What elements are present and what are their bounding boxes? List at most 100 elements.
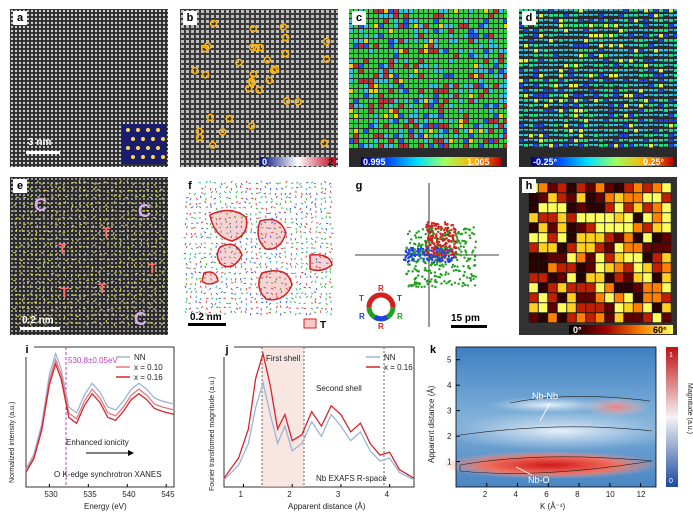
rotation-cell (584, 74, 588, 77)
rotation-cell (549, 29, 553, 32)
panel-h-map: 0° 60° (519, 177, 677, 335)
displacement-point (411, 270, 414, 273)
strain-cell (429, 34, 433, 38)
displacement-vector (299, 275, 302, 279)
rotation-cell (599, 64, 603, 67)
fft-spot (141, 137, 145, 141)
rotation-cell (634, 124, 638, 127)
displacement-vector (323, 256, 327, 259)
rotation-cell (584, 14, 588, 16)
displacement-vector (280, 197, 283, 201)
displacement-point (407, 248, 410, 251)
rotation-cell (599, 129, 603, 131)
strain-cell (434, 79, 438, 83)
rotation-cell (569, 74, 573, 78)
strain-cell (444, 54, 448, 58)
displacement-vector (230, 187, 233, 191)
strain-cell (499, 139, 503, 143)
strain-cell (359, 69, 363, 73)
strain-cell (449, 89, 453, 93)
displacement-point (420, 247, 423, 250)
strain-cell (454, 9, 458, 13)
rotation-cell (669, 144, 673, 148)
rotation-cell (659, 94, 663, 96)
displacement-point (441, 244, 444, 248)
angle-cell (604, 222, 615, 233)
strain-cell (499, 34, 503, 38)
strain-cell (479, 84, 483, 88)
rotation-cell (599, 134, 603, 137)
angle-cell (623, 292, 634, 303)
scale-bar (26, 151, 60, 154)
strain-cell (359, 89, 363, 93)
rotation-cell (624, 64, 628, 67)
strain-cell (414, 29, 418, 33)
angle-cell (633, 282, 643, 293)
displacement-point (407, 253, 410, 256)
displacement-point (417, 242, 421, 245)
strain-cell (404, 24, 408, 28)
rotation-cell (554, 114, 558, 117)
polarization-arrow (83, 209, 87, 212)
displacement-vector (304, 292, 307, 296)
displacement-point (426, 282, 429, 286)
displacement-vector (185, 297, 189, 300)
strain-cell (349, 119, 353, 123)
strain-cell (424, 129, 428, 133)
displacement-vector (219, 195, 222, 199)
rotation-cell (624, 139, 628, 141)
strain-cell (379, 119, 383, 123)
polarization-arrow (22, 294, 25, 298)
displacement-point (473, 258, 476, 262)
displacement-vector (263, 192, 267, 195)
displacement-vector (273, 227, 277, 230)
displacement-point (445, 251, 449, 254)
displacement-vector (318, 231, 322, 234)
rotation-cell (569, 14, 573, 17)
polarization-arrow (92, 286, 97, 289)
rotation-cell (574, 94, 578, 98)
angle-cell (623, 272, 634, 283)
displacement-point (411, 250, 415, 253)
strain-cell (484, 104, 488, 108)
polarization-arrow (78, 280, 82, 284)
polarization-arrow (71, 203, 74, 207)
rotation-cell (584, 29, 588, 33)
displacement-vector (228, 272, 232, 274)
rotation-cell (524, 134, 528, 137)
displacement-point (421, 251, 425, 254)
strain-cell (374, 129, 378, 133)
strain-cell (504, 64, 507, 68)
displacement-point (435, 250, 439, 253)
polarization-arrow (92, 196, 96, 199)
displacement-vector (285, 207, 288, 211)
rotation-cell (659, 79, 663, 83)
strain-cell (444, 19, 448, 23)
strain-cell (484, 109, 488, 113)
displacement-vector (195, 235, 198, 239)
strain-cell (449, 124, 453, 128)
x-axis-label: Energy (eV) (84, 502, 127, 511)
strain-cell (504, 14, 507, 18)
displacement-vector (215, 222, 218, 226)
strain-cell (354, 24, 358, 28)
rotation-cell (534, 89, 538, 92)
angle-cell (633, 222, 643, 233)
displacement-vector (300, 211, 304, 214)
polarization-arrow (126, 263, 129, 268)
rotation-cell (524, 24, 528, 27)
displacement-vector (258, 247, 262, 250)
displacement-vector (188, 257, 192, 260)
polarization-arrow (127, 189, 131, 192)
rotation-cell (549, 104, 553, 106)
displacement-point (432, 246, 435, 249)
displacement-vector (234, 265, 237, 269)
rotation-cell (524, 104, 528, 107)
plot-frame (25, 346, 175, 488)
polarization-arrow (141, 252, 145, 255)
rotation-cell (574, 79, 578, 81)
legend-swatch (303, 318, 317, 329)
rotation-cell (639, 19, 643, 21)
displacement-vector (188, 192, 192, 195)
rotation-cell (594, 79, 598, 82)
